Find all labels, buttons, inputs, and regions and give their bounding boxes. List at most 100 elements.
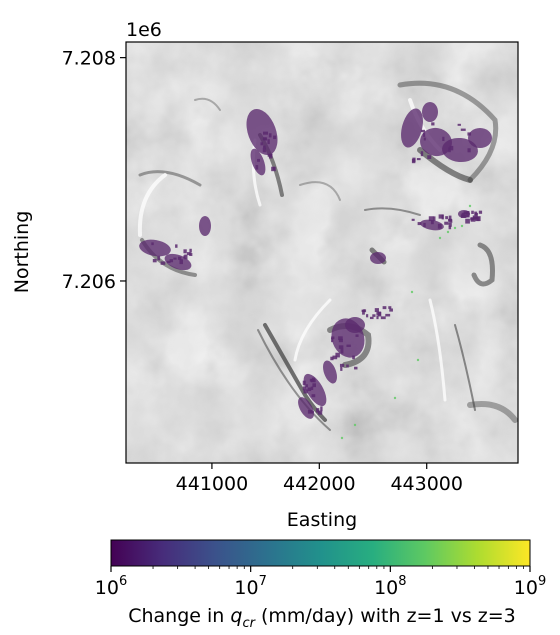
overlay-patch bbox=[345, 317, 365, 333]
overlay-speck bbox=[310, 410, 314, 414]
overlay-speck bbox=[430, 220, 434, 225]
y-tick-label: 7.208 bbox=[62, 48, 116, 70]
overlay-speck bbox=[449, 145, 454, 151]
overlay-speck bbox=[354, 366, 358, 370]
overlay-speck bbox=[331, 338, 334, 343]
overlay-speck bbox=[448, 215, 452, 221]
overlay-speck bbox=[311, 394, 316, 398]
overlay-speck bbox=[338, 345, 344, 349]
plot-frame bbox=[125, 41, 519, 464]
overlay-speck bbox=[332, 355, 338, 360]
overlay-speck bbox=[362, 310, 365, 315]
overlay-speck bbox=[457, 123, 461, 126]
overlay-speck bbox=[151, 242, 154, 246]
overlay-speck bbox=[340, 348, 344, 354]
overlay-speck-green bbox=[353, 423, 357, 427]
overlay-speck bbox=[267, 139, 270, 145]
overlay-speck bbox=[317, 410, 323, 415]
overlay-speck bbox=[186, 252, 191, 256]
overlay-speck bbox=[411, 158, 416, 164]
colorbar-label-prefix: Change in bbox=[128, 605, 230, 627]
overlay-patch bbox=[370, 252, 386, 264]
x-axis-label: Easting bbox=[287, 509, 357, 531]
overlay-speck bbox=[268, 133, 272, 138]
overlay-speck bbox=[448, 225, 452, 230]
colorbar-tick-label: 107 bbox=[234, 574, 266, 599]
overlay-speck bbox=[262, 147, 266, 153]
overlay-speck bbox=[268, 153, 273, 159]
overlay-speck bbox=[388, 306, 392, 309]
overlay-speck bbox=[189, 248, 192, 253]
change-overlay bbox=[139, 102, 492, 440]
axis-offset-label: 1e6 bbox=[126, 19, 162, 41]
overlay-speck bbox=[437, 223, 442, 229]
overlay-speck bbox=[310, 386, 314, 390]
overlay-speck bbox=[427, 155, 432, 159]
colorbar-label: Change in qcr (mm/day) with z=1 vs z=3 bbox=[128, 605, 516, 631]
overlay-speck bbox=[320, 406, 323, 412]
overlay-speck bbox=[330, 356, 334, 361]
overlay-speck bbox=[431, 122, 435, 126]
colorbar-label-symbol: q bbox=[230, 605, 242, 627]
overlay-speck bbox=[411, 218, 415, 221]
x-tick-label: 443000 bbox=[390, 473, 463, 495]
overlay-speck bbox=[157, 255, 161, 261]
overlay-speck-green bbox=[416, 358, 420, 362]
colorbar bbox=[110, 539, 531, 567]
overlay-patch bbox=[401, 108, 423, 148]
overlay-speck bbox=[263, 137, 268, 141]
overlay-speck-green bbox=[453, 226, 457, 230]
overlay-speck bbox=[423, 137, 426, 141]
colorbar-tick-label: 106 bbox=[95, 574, 127, 599]
overlay-speck bbox=[374, 308, 379, 313]
overlay-patch bbox=[250, 148, 266, 176]
overlay-speck bbox=[420, 151, 424, 157]
overlay-speck bbox=[305, 384, 308, 388]
overlay-speck bbox=[255, 165, 259, 170]
overlay-patch bbox=[323, 360, 337, 384]
overlay-patch bbox=[442, 137, 478, 163]
overlay-speck bbox=[461, 212, 465, 217]
overlay-speck-green bbox=[393, 396, 397, 400]
colorbar-tick-label: 109 bbox=[514, 574, 546, 599]
overlay-speck bbox=[417, 222, 422, 226]
overlay-speck bbox=[466, 210, 470, 214]
overlay-speck bbox=[316, 408, 320, 413]
y-axis-label: Northing bbox=[11, 211, 33, 294]
overlay-speck bbox=[474, 211, 478, 216]
overlay-speck bbox=[369, 316, 374, 320]
overlay-patch bbox=[468, 128, 492, 148]
overlay-speck bbox=[311, 377, 316, 380]
overlay-speck bbox=[302, 386, 306, 391]
colorbar-tick-label: 108 bbox=[374, 574, 406, 599]
x-tick-label: 441000 bbox=[176, 473, 249, 495]
overlay-speck bbox=[179, 259, 183, 265]
terrain-highlights bbox=[137, 98, 447, 402]
overlay-speck bbox=[444, 221, 449, 225]
overlay-speck bbox=[441, 214, 444, 220]
overlay-speck bbox=[423, 132, 426, 137]
overlay-speck bbox=[312, 383, 316, 388]
overlay-patch bbox=[303, 373, 327, 407]
overlay-speck bbox=[470, 217, 474, 221]
overlay-speck bbox=[460, 128, 466, 131]
overlay-speck bbox=[307, 409, 313, 414]
overlay-speck-green bbox=[460, 224, 464, 228]
overlay-speck bbox=[160, 261, 166, 265]
overlay-speck bbox=[263, 131, 269, 135]
overlay-speck bbox=[471, 210, 474, 214]
overlay-speck bbox=[331, 336, 335, 340]
overlay-speck bbox=[448, 222, 452, 227]
overlay-speck bbox=[389, 308, 393, 312]
overlay-speck-green bbox=[340, 436, 344, 440]
overlay-speck bbox=[478, 210, 483, 214]
overlay-speck bbox=[310, 379, 316, 383]
overlay-speck bbox=[423, 222, 426, 228]
overlay-speck bbox=[338, 336, 343, 341]
overlay-speck bbox=[189, 253, 193, 256]
overlay-speck bbox=[271, 166, 276, 172]
overlay-speck bbox=[173, 257, 177, 260]
overlay-speck bbox=[465, 218, 470, 224]
overlay-speck bbox=[166, 260, 171, 264]
